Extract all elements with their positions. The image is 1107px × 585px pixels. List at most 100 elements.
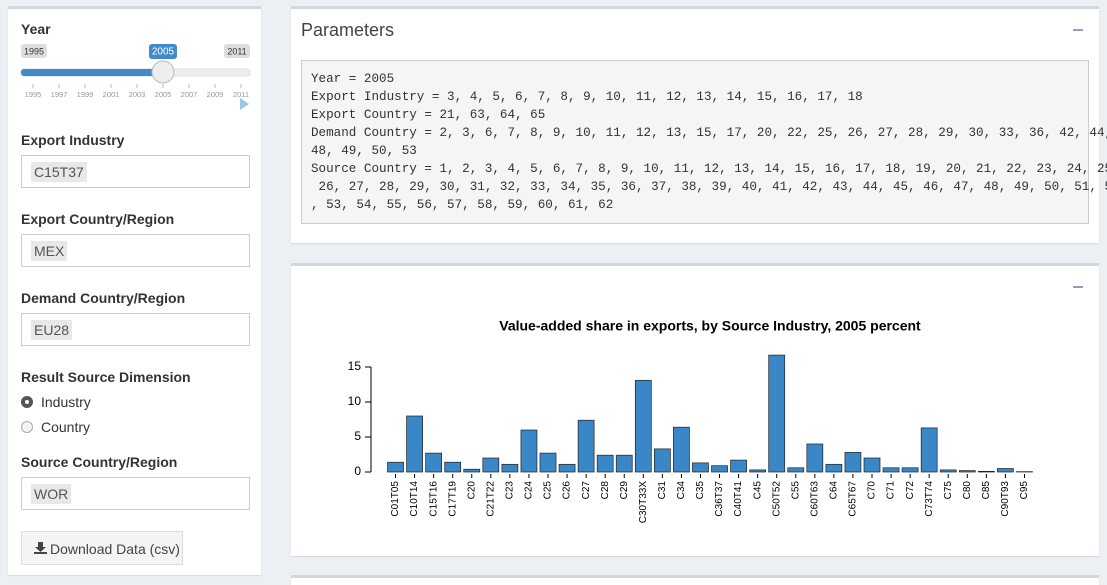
export-industry-label: Export Industry [21,132,124,148]
selected-value: MEX [31,241,67,261]
x-tick-label: C35 [695,481,706,500]
x-tick-label: C75 [943,481,954,500]
x-tick-label: C20 [466,481,477,500]
x-tick-label: C80 [962,481,973,500]
bar [578,420,594,472]
x-tick-label: C40T41 [733,481,744,517]
radio-button[interactable] [21,396,33,408]
x-tick-label: C24 [524,481,535,500]
slider-value-label: 2005 [152,47,175,58]
parameter-line: , 53, 54, 55, 56, 57, 58, 59, 60, 61, 62 [311,196,1079,214]
x-tick-label: C36T37 [714,481,725,517]
parameter-line: 26, 27, 28, 29, 30, 31, 32, 33, 34, 35, … [311,178,1079,196]
source-country-label: Source Country/Region [21,454,177,470]
selected-value: C15T37 [31,162,87,182]
x-tick-label: C31 [657,481,668,500]
bar [864,458,880,472]
x-tick-label: C29 [619,481,630,500]
bar [921,428,937,472]
y-tick-label: 0 [354,464,361,478]
bar [483,458,499,472]
x-tick-label: C73T74 [924,481,935,517]
x-tick-label: C01T05 [390,481,401,517]
parameter-line: Export Industry = 3, 4, 5, 6, 7, 8, 9, 1… [311,88,1079,106]
download-button[interactable]: Download Data (csv) [21,531,183,565]
y-tick-label: 10 [348,394,362,408]
x-tick-label: C85 [981,481,992,500]
bar [673,427,689,472]
x-tick-label: C55 [790,481,801,500]
x-tick-label: C25 [543,481,554,500]
radio-label[interactable]: Industry [41,394,91,410]
x-tick-label: C45 [752,481,763,500]
slider-tick-label: 2003 [129,90,146,99]
bar [692,463,708,472]
bar [540,453,556,472]
bar [750,470,766,472]
x-tick-label: C27 [581,481,592,500]
bar [502,464,518,472]
slider-handle[interactable] [152,61,174,83]
x-tick-label: C17T19 [447,481,458,517]
bar [845,452,861,472]
bar [654,449,670,472]
x-tick-label: C90T93 [1000,481,1011,517]
slider-tick-label: 2011 [233,90,249,99]
selected-value: EU28 [31,320,72,340]
slider-tick-label: 2007 [181,90,198,99]
x-tick-label: C21T22 [485,481,496,517]
x-tick-label: C30T33X [638,481,649,524]
bar [807,444,823,472]
play-button[interactable] [240,98,249,110]
export-country-select[interactable]: MEX [21,234,250,267]
y-tick-label: 5 [354,429,361,443]
x-tick-label: C26 [562,481,573,500]
radio-button[interactable] [21,421,33,433]
parameter-line: 48, 49, 50, 53 [311,142,1079,160]
bar [521,430,537,472]
year-label: Year [21,21,51,37]
demand-country-select[interactable]: EU28 [21,313,250,346]
bar [978,471,994,472]
bar [407,416,423,472]
parameter-line: Source Country = 1, 2, 3, 4, 5, 6, 7, 8,… [311,160,1079,178]
bar [883,468,899,472]
button-label: Download Data (csv) [50,541,180,557]
x-tick-label: C72 [905,481,916,500]
x-tick-label: C10T14 [409,481,420,517]
bar [902,468,918,472]
radio-label[interactable]: Country [41,419,90,435]
x-tick-label: C95 [1019,481,1030,500]
bar [712,466,728,472]
slider-max-label: 2011 [227,46,246,56]
bar [940,470,956,472]
parameter-line: Demand Country = 2, 3, 6, 7, 8, 9, 10, 1… [311,124,1079,142]
bar [464,469,480,472]
chart: Value-added share in exports, by Source … [291,265,1099,556]
bar [426,453,442,472]
x-tick-label: C50T52 [771,481,782,517]
bar [959,471,975,472]
x-tick-label: C15T16 [428,481,439,517]
box-title: Parameters [301,20,394,41]
x-tick-label: C34 [676,481,687,500]
collapse-button[interactable] [1073,29,1083,31]
export-industry-select[interactable]: C15T37 [21,155,250,188]
result-source-label: Result Source Dimension [21,369,191,385]
source-country-select[interactable]: WOR [21,477,250,510]
parameter-line: Export Country = 21, 63, 64, 65 [311,106,1079,124]
bar [635,380,651,472]
slider-tick-label: 2001 [103,90,120,99]
export-country-label: Export Country/Region [21,211,174,227]
selected-value: WOR [31,484,71,504]
bar [731,460,747,472]
x-tick-label: C71 [886,481,897,500]
download-icon [34,542,47,554]
x-tick-label: C23 [505,481,516,500]
slider-min-label: 1995 [24,46,44,56]
